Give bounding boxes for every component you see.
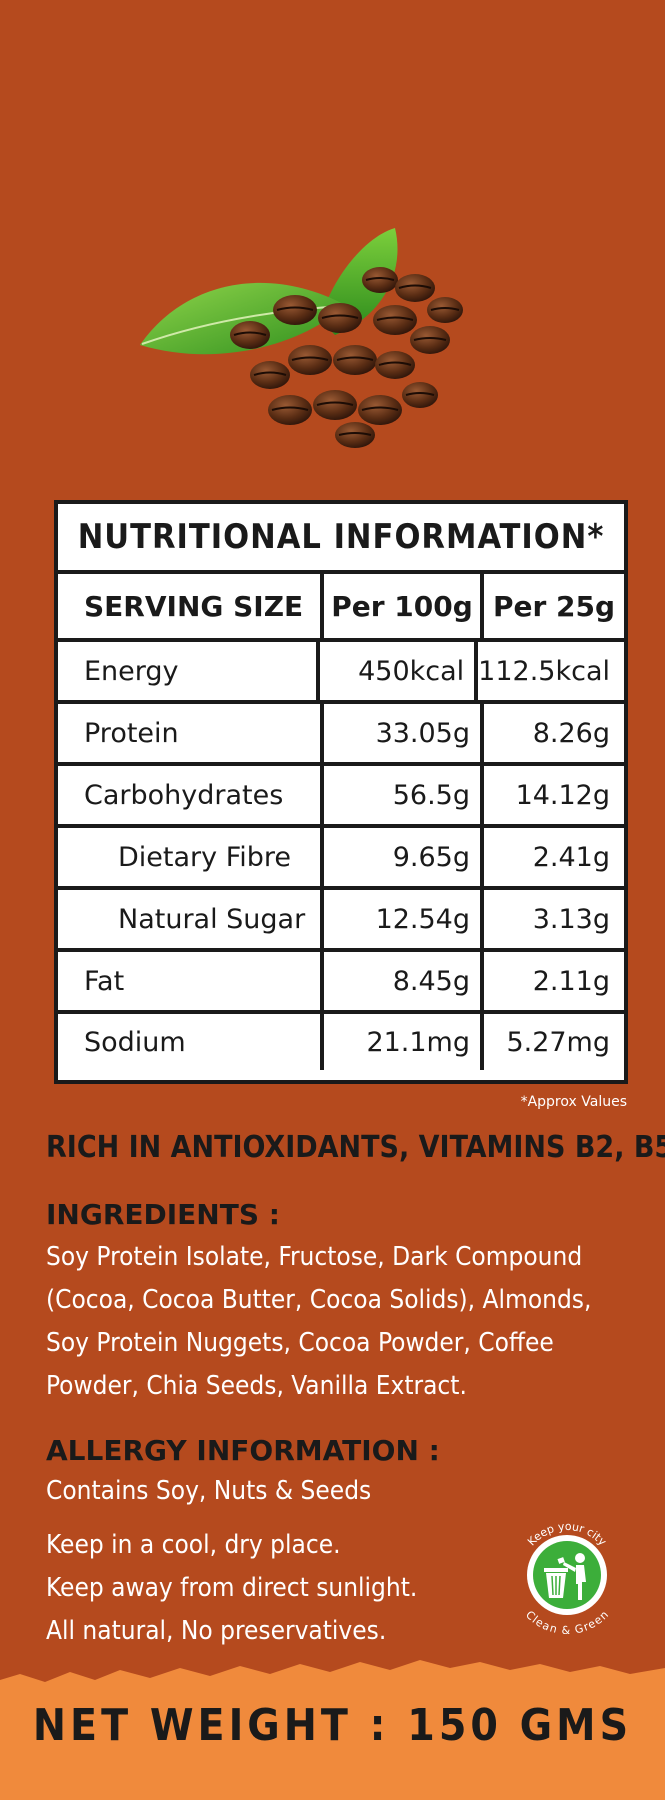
nutrient-per100: 450kcal <box>320 642 479 700</box>
nutrient-label: Energy <box>58 642 321 700</box>
nutrient-label: Protein <box>58 704 324 762</box>
ingredients-heading: INGREDIENTS : <box>46 1198 280 1231</box>
approx-values-footnote: *Approx Values <box>520 1094 627 1110</box>
nutrient-per100: 8.45g <box>324 952 484 1010</box>
nutrient-label: Sodium <box>58 1014 324 1070</box>
nutrient-label: Carbohydrates <box>58 766 324 824</box>
nutrient-per25: 2.11g <box>532 965 610 997</box>
allergy-heading: ALLERGY INFORMATION : <box>46 1434 440 1467</box>
nutrient-per100: 9.65g <box>324 828 484 886</box>
nutrient-per25: 2.41g <box>532 841 610 873</box>
nutrient-label: Dietary Fibre <box>58 828 324 886</box>
table-header-row: SERVING SIZE Per 100g Per 25g <box>58 574 624 642</box>
storage-line-2: Keep away from direct sunlight. <box>46 1573 418 1603</box>
net-weight: NET WEIGHT : 150 GMS <box>32 1700 633 1751</box>
table-row: Sodium 21.1mg 5.27mg <box>58 1014 624 1070</box>
allergy-text: Contains Soy, Nuts & Seeds <box>46 1476 372 1506</box>
nutrient-per25: 112.5kcal <box>478 655 610 687</box>
trash-bin-person-icon: Keep your city Clean & Green <box>523 1520 611 1634</box>
coffee-beans-with-leaf-icon <box>140 228 463 448</box>
nutrient-per25: 14.12g <box>515 779 610 811</box>
ingredients-text: Soy Protein Isolate, Fructose, Dark Comp… <box>46 1242 592 1401</box>
nutrient-per100: 12.54g <box>324 890 484 948</box>
storage-instructions: Keep in a cool, dry place. Keep away fro… <box>46 1524 486 1653</box>
nutrition-title: NUTRITIONAL INFORMATION* <box>58 504 624 574</box>
nutrition-table: NUTRITIONAL INFORMATION* SERVING SIZE Pe… <box>54 500 628 1084</box>
nutrient-label: Natural Sugar <box>58 890 324 948</box>
table-row: Carbohydrates 56.5g 14.12g <box>58 766 624 828</box>
nutrient-per100: 56.5g <box>324 766 484 824</box>
nutrient-per25: 5.27mg <box>506 1026 610 1058</box>
header-serving-size: SERVING SIZE <box>58 574 324 638</box>
bottom-band <box>0 1660 665 1800</box>
nutrient-per100: 33.05g <box>324 704 484 762</box>
header-per-25g: Per 25g <box>492 589 616 623</box>
storage-line-3: All natural, No preservatives. <box>46 1616 387 1646</box>
table-row: Protein 33.05g 8.26g <box>58 704 624 766</box>
nutrient-label: Fat <box>58 952 324 1010</box>
table-row: Dietary Fibre 9.65g 2.41g <box>58 828 624 890</box>
nutrient-per25: 3.13g <box>532 903 610 935</box>
table-row: Energy 450kcal 112.5kcal <box>58 642 624 704</box>
storage-line-1: Keep in a cool, dry place. <box>46 1530 341 1560</box>
table-row: Natural Sugar 12.54g 3.13g <box>58 890 624 952</box>
nutrient-per100: 21.1mg <box>324 1014 484 1070</box>
antioxidant-claim: RICH IN ANTIOXIDANTS, VITAMINS B2, B5 <box>46 1130 665 1165</box>
nutrient-per25: 8.26g <box>532 717 610 749</box>
header-per-100g: Per 100g <box>324 574 484 638</box>
table-row: Fat 8.45g 2.11g <box>58 952 624 1014</box>
